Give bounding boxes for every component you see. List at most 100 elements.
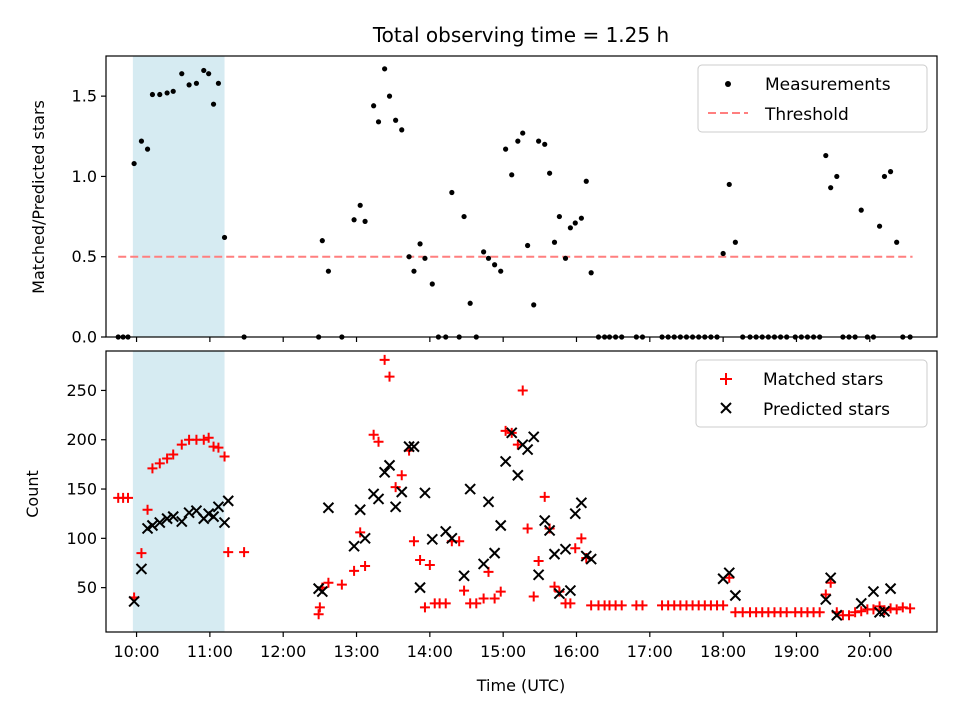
matched-star-point: [814, 607, 825, 618]
legend-predicted-label: Predicted stars: [763, 400, 890, 420]
predicted-star-point: [477, 558, 490, 570]
top-legend: Measurements Threshold: [697, 64, 928, 133]
predicted-star-point: [378, 466, 391, 478]
predicted-star-point: [222, 495, 234, 507]
measurement-point: [149, 91, 156, 98]
measurement-point: [525, 242, 531, 249]
matched-star-point: [198, 434, 209, 445]
measurement-point: [588, 270, 594, 276]
legend-threshold-label: Threshold: [764, 105, 849, 125]
predicted-star-point: [128, 595, 140, 608]
measurement-point: [503, 146, 509, 152]
matched-star-point: [905, 603, 916, 614]
measurement-point: [186, 82, 192, 88]
predicted-star-point: [359, 532, 371, 545]
measurement-point: [319, 238, 325, 244]
predicted-star-point: [218, 516, 231, 529]
matched-star-point: [390, 482, 401, 493]
measurement-point: [732, 239, 738, 245]
measurement-point: [131, 160, 137, 167]
y-tick-label: 100: [66, 529, 97, 548]
measurement-point: [520, 130, 526, 136]
predicted-star-point: [414, 581, 426, 594]
y-tick-label: 150: [66, 480, 97, 499]
measurement-point: [720, 250, 726, 257]
predicted-star-point: [322, 502, 335, 514]
matched-star-point: [489, 593, 500, 604]
measurement-point: [411, 268, 417, 274]
predicted-star-point: [212, 501, 225, 513]
predicted-star-point: [878, 605, 891, 618]
measurement-point: [138, 138, 145, 144]
predicted-star-point: [396, 486, 408, 498]
matched-star-point: [336, 579, 347, 590]
bottom-legend: Matched stars Predicted stars: [695, 359, 928, 428]
measurement-point: [375, 119, 382, 125]
top-measurement-points: [115, 66, 913, 340]
predicted-star-point: [729, 589, 742, 602]
predicted-star-point: [458, 570, 470, 582]
predicted-star-point: [528, 431, 540, 443]
measurement-point: [157, 91, 163, 98]
matched-star-point: [219, 451, 230, 462]
measurement-point: [164, 90, 170, 96]
predicted-star-point: [559, 543, 572, 555]
bottom-legend-box: [695, 359, 928, 428]
measurement-point: [551, 239, 558, 245]
matched-star-point: [142, 504, 153, 515]
predicted-stars-points: [128, 427, 897, 621]
measurement-point: [536, 138, 542, 144]
matched-star-point: [478, 593, 489, 604]
bottom-axes: 50 100 150 200 250 10:00 11:00 12:00 13:00 14:00 1…: [66, 350, 938, 661]
measurement-point: [179, 71, 185, 77]
measurement-point: [422, 255, 428, 261]
measurement-point: [562, 255, 569, 261]
matched-star-point: [576, 533, 587, 544]
y-tick-label: 0.0: [72, 328, 97, 347]
top-legend-box: [697, 64, 928, 133]
measurement-point: [515, 138, 521, 144]
x-tick-label: 16:00: [553, 642, 599, 661]
y-tick-label: 1.0: [72, 167, 97, 186]
x-tick-label: 20:00: [847, 642, 893, 661]
matched-star-point: [203, 432, 214, 443]
matched-star-point: [323, 577, 334, 588]
predicted-star-point: [506, 427, 518, 439]
matched-star-point: [355, 527, 366, 538]
measurement-point: [357, 202, 363, 208]
measurement-point: [371, 103, 377, 109]
measurement-point: [406, 254, 412, 260]
matched-star-point: [408, 536, 419, 547]
matched-star-point: [517, 385, 528, 396]
matched-star-point: [373, 436, 384, 447]
measurement-point: [170, 88, 176, 94]
measurement-point: [492, 262, 498, 268]
matched-star-point: [162, 453, 173, 464]
x-tick-label: 19:00: [773, 642, 819, 661]
measurement-point: [461, 213, 467, 220]
predicted-star-point: [543, 524, 556, 537]
matched-star-point: [565, 598, 576, 609]
predicted-star-point: [403, 440, 415, 453]
matched-star-point: [844, 610, 855, 621]
bottom-xlabel: Time (UTC): [476, 676, 565, 695]
matched-star-point: [384, 371, 395, 382]
predicted-star-point: [383, 459, 396, 472]
y-tick-label: 200: [66, 430, 97, 449]
top-shaded-interval: [132, 56, 225, 337]
matched-star-point: [471, 598, 482, 609]
predicted-star-point: [372, 493, 385, 505]
predicted-star-point: [548, 548, 561, 560]
predicted-star-point: [723, 567, 735, 579]
predicted-star-point: [146, 519, 159, 532]
y-tick-label: 250: [66, 381, 97, 400]
matched-star-point: [637, 600, 648, 611]
measurement-point: [429, 281, 435, 287]
measurement-point: [858, 207, 864, 213]
predicted-star-point: [408, 440, 420, 453]
predicted-star-point: [389, 501, 402, 513]
matched-star-point: [176, 439, 187, 450]
measurement-point: [449, 189, 455, 196]
matched-star-point: [147, 463, 158, 474]
